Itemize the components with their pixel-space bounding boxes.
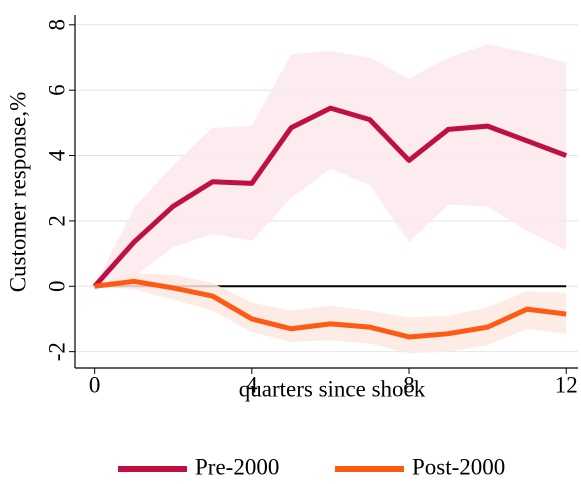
y-tick-label: 2 — [44, 215, 69, 227]
x-tick-label: 12 — [555, 372, 578, 397]
y-tick-label: 4 — [44, 149, 69, 161]
legend-label: Post-2000 — [412, 454, 505, 479]
y-tick-label: 0 — [44, 281, 69, 293]
legend-label: Pre-2000 — [195, 454, 279, 479]
series-line — [94, 278, 567, 340]
y-tick-label: -2 — [44, 342, 69, 361]
x-tick-label: 0 — [89, 372, 101, 397]
x-axis-title: quarters since shock — [239, 376, 426, 401]
series-line — [92, 105, 568, 288]
y-axis-title: Customer response,% — [5, 92, 30, 293]
y-tick-label: 6 — [44, 84, 69, 96]
y-tick-label: 8 — [44, 19, 69, 31]
x-tick-label: 4 — [246, 372, 258, 397]
x-tick-label: 8 — [403, 372, 415, 397]
confidence-band — [94, 44, 567, 287]
